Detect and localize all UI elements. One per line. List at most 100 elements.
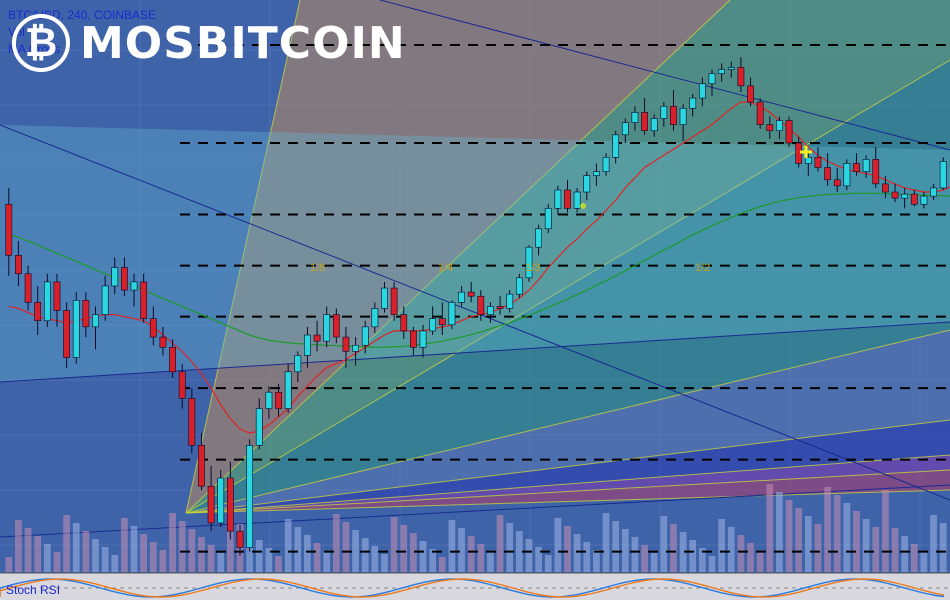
- candle[interactable]: [496, 296, 504, 315]
- candle[interactable]: [718, 63, 726, 82]
- candle[interactable]: [332, 308, 340, 344]
- candle[interactable]: [198, 433, 205, 491]
- candle[interactable]: [53, 273, 61, 327]
- candle[interactable]: [573, 187, 581, 213]
- candle[interactable]: [930, 183, 937, 201]
- candle[interactable]: [564, 179, 571, 213]
- candle[interactable]: [487, 302, 494, 323]
- candle[interactable]: [101, 275, 109, 321]
- candle[interactable]: [843, 159, 851, 190]
- candle[interactable]: [535, 224, 542, 256]
- candle[interactable]: [650, 114, 658, 137]
- candle[interactable]: [872, 147, 880, 188]
- candle[interactable]: [82, 292, 90, 338]
- candle[interactable]: [698, 77, 706, 107]
- candle[interactable]: [178, 363, 186, 409]
- candle[interactable]: [342, 326, 350, 368]
- candle[interactable]: [833, 167, 841, 193]
- candle[interactable]: [670, 89, 677, 131]
- candle[interactable]: [265, 386, 273, 419]
- candle[interactable]: [862, 155, 870, 178]
- candlesticks[interactable]: [5, 57, 947, 556]
- candle[interactable]: [737, 57, 745, 92]
- candle[interactable]: [477, 290, 485, 321]
- candle[interactable]: [130, 273, 138, 307]
- candle[interactable]: [554, 185, 562, 215]
- candle[interactable]: [766, 116, 774, 139]
- candle[interactable]: [34, 286, 42, 336]
- candle[interactable]: [602, 153, 610, 176]
- candle[interactable]: [390, 281, 398, 321]
- candle[interactable]: [15, 241, 22, 286]
- candle[interactable]: [419, 324, 427, 358]
- candle[interactable]: [313, 320, 321, 352]
- candle[interactable]: [169, 339, 176, 378]
- candle[interactable]: [217, 469, 225, 528]
- candle[interactable]: [727, 61, 735, 78]
- candle[interactable]: [284, 363, 292, 413]
- candle[interactable]: [304, 326, 311, 368]
- candle[interactable]: [747, 77, 754, 107]
- candle[interactable]: [400, 306, 408, 340]
- candle[interactable]: [121, 257, 128, 297]
- candle[interactable]: [429, 306, 437, 336]
- candle[interactable]: [111, 257, 119, 295]
- candle[interactable]: [641, 98, 648, 135]
- candle[interactable]: [631, 106, 639, 131]
- candle[interactable]: [583, 171, 591, 201]
- candle[interactable]: [621, 118, 629, 143]
- candle[interactable]: [24, 265, 32, 311]
- candle[interactable]: [236, 525, 244, 556]
- candle[interactable]: [92, 306, 99, 350]
- candle[interactable]: [381, 281, 388, 313]
- candle[interactable]: [63, 302, 70, 368]
- candle[interactable]: [140, 273, 148, 323]
- candle[interactable]: [708, 69, 716, 97]
- candle[interactable]: [910, 189, 918, 207]
- candle[interactable]: [891, 183, 899, 203]
- candle[interactable]: [544, 204, 552, 233]
- candle[interactable]: [294, 351, 302, 383]
- candle[interactable]: [188, 388, 196, 454]
- candle[interactable]: [679, 104, 687, 141]
- candle[interactable]: [785, 116, 793, 148]
- candle[interactable]: [361, 320, 369, 354]
- candle[interactable]: [689, 93, 697, 117]
- candle[interactable]: [207, 465, 215, 532]
- candle[interactable]: [814, 147, 822, 172]
- candle[interactable]: [920, 192, 928, 209]
- candle[interactable]: [824, 153, 831, 186]
- candle[interactable]: [448, 300, 456, 329]
- candle[interactable]: [901, 187, 909, 209]
- candle[interactable]: [255, 398, 263, 450]
- candle[interactable]: [776, 116, 783, 139]
- candle[interactable]: [275, 384, 282, 417]
- candle[interactable]: [458, 286, 465, 307]
- candle[interactable]: [593, 163, 600, 186]
- candle[interactable]: [506, 290, 514, 313]
- candle[interactable]: [853, 153, 860, 176]
- candle[interactable]: [515, 273, 523, 299]
- candle[interactable]: [939, 157, 947, 190]
- candle[interactable]: [5, 187, 13, 276]
- candle[interactable]: [226, 461, 234, 540]
- candle[interactable]: [246, 439, 254, 552]
- candle[interactable]: [410, 326, 417, 356]
- candle[interactable]: [660, 102, 668, 127]
- candle[interactable]: [467, 281, 475, 303]
- candle[interactable]: [882, 175, 889, 199]
- candle[interactable]: [612, 130, 620, 164]
- candle[interactable]: [756, 98, 764, 129]
- candle[interactable]: [371, 302, 379, 333]
- candle[interactable]: [159, 326, 167, 356]
- candle[interactable]: [43, 273, 51, 327]
- candle[interactable]: [438, 302, 446, 336]
- candle[interactable]: [149, 306, 157, 346]
- candle[interactable]: [352, 337, 359, 366]
- candle[interactable]: [804, 151, 812, 176]
- candle[interactable]: [323, 306, 331, 348]
- candle[interactable]: [525, 245, 533, 282]
- candle[interactable]: [72, 292, 80, 364]
